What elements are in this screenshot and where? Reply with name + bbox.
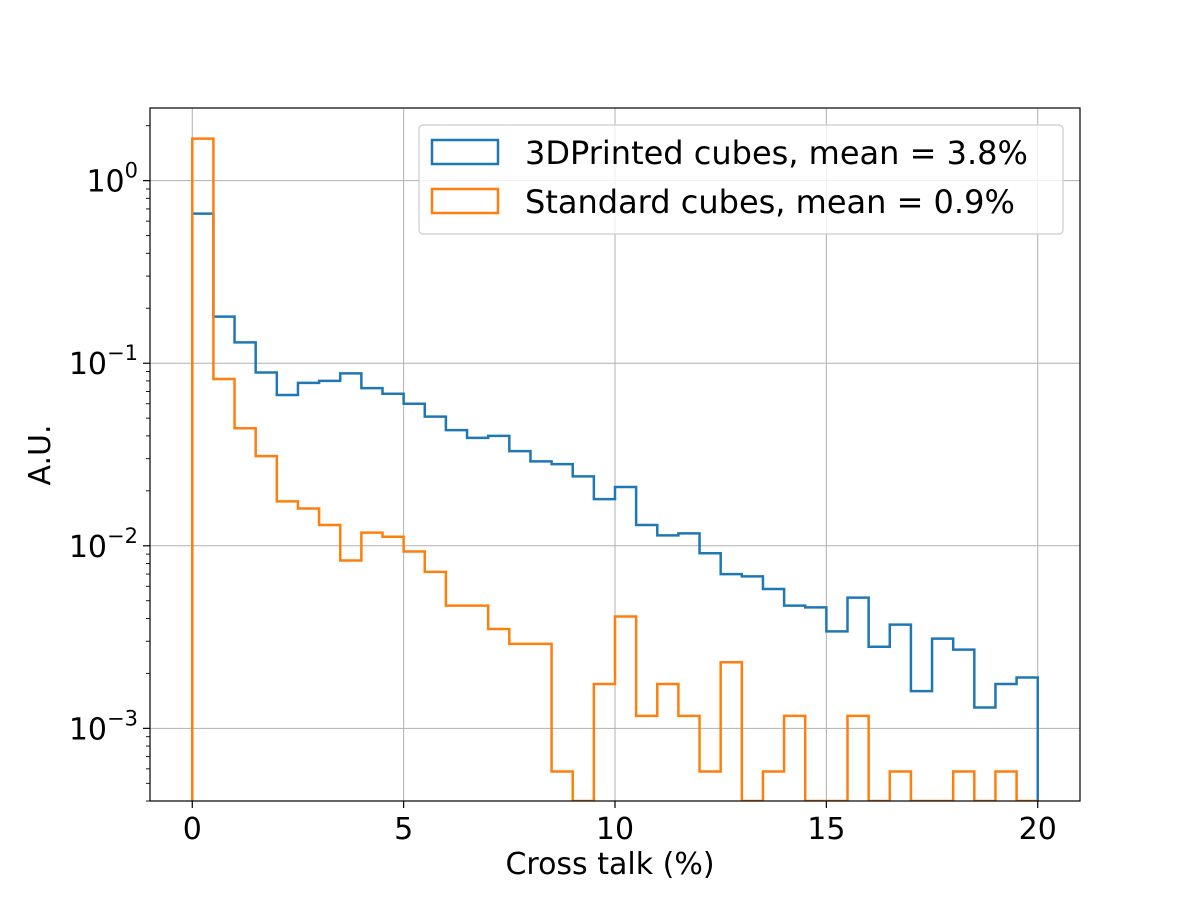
series-standard-step <box>191 137 1038 801</box>
series-3dprinted-step <box>191 212 1039 801</box>
y-tick-label: 10−3 <box>69 706 138 747</box>
y-tick-label: 10−1 <box>69 341 138 382</box>
y-axis-label: A.U. <box>23 424 58 485</box>
series-layer <box>191 137 1039 801</box>
x-tick-label: 15 <box>807 812 845 847</box>
legend-frame <box>418 124 1064 235</box>
y-tick-label: 10−2 <box>69 524 138 565</box>
legend-label-standard: Standard cubes, mean = 0.9% <box>525 183 1015 221</box>
x-tick-label: 5 <box>394 812 413 847</box>
legend-swatch-3dprinted <box>430 138 500 166</box>
x-axis-label: Cross talk (%) <box>505 847 714 882</box>
legend-label-3dprinted: 3DPrinted cubes, mean = 3.8% <box>525 134 1028 172</box>
legend: 3DPrinted cubes, mean = 3.8% Standard cu… <box>418 124 1064 235</box>
x-tick-label: 10 <box>596 812 634 847</box>
x-tick-label: 0 <box>183 812 202 847</box>
legend-swatch-standard <box>430 187 500 215</box>
axis-ticks: 0 5 10 15 20 100 10−1 10−2 10−3 <box>69 125 1057 847</box>
y-tick-label: 100 <box>86 159 138 200</box>
x-tick-label: 20 <box>1019 812 1057 847</box>
